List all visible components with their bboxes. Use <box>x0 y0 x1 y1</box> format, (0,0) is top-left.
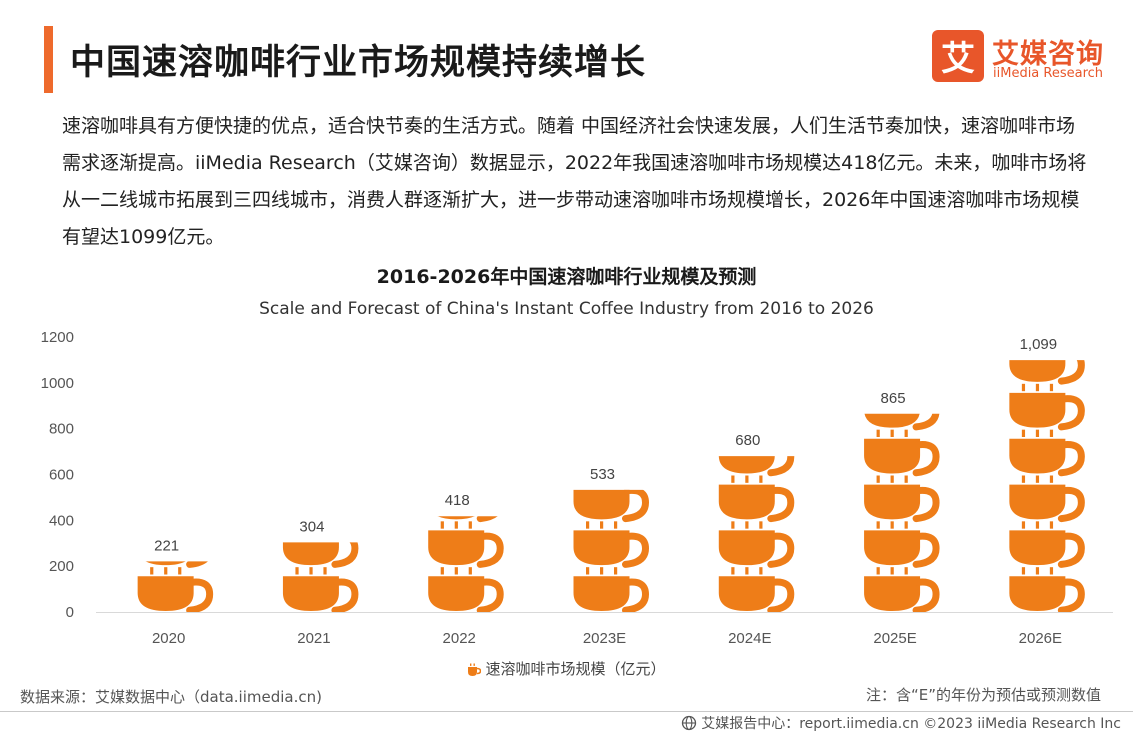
chart-subtitle: Scale and Forecast of China's Instant Co… <box>259 299 874 319</box>
bar-cup-stack-2024E <box>718 456 795 612</box>
bar-cup-stack-2022 <box>428 516 504 612</box>
y-tick-label: 0 <box>66 604 74 621</box>
y-tick-label: 200 <box>49 558 74 575</box>
data-label-2022: 418 <box>445 492 470 509</box>
x-tick-label: 2022 <box>443 630 476 647</box>
footer-copyright-text: 艾媒报告中心：report.iimedia.cn ©2023 iiMedia R… <box>701 716 1121 732</box>
title-accent-bar <box>44 26 53 93</box>
legend-label: 速溶咖啡市场规模（亿元） <box>485 660 666 678</box>
forecast-note: 注：含“E”的年份为预估或预测数值 <box>865 686 1101 704</box>
bar-cup-stack-2020 <box>137 561 214 613</box>
chart-legend: 速溶咖啡市场规模（亿元） <box>0 658 1133 679</box>
chart-title: 2016-2026年中国速溶咖啡行业规模及预测 <box>376 266 757 288</box>
bar-cup-stack-2026E <box>1009 360 1085 613</box>
data-label-2024E: 680 <box>735 432 760 449</box>
x-tick-label: 2024E <box>728 630 771 647</box>
x-tick-label: 2026E <box>1019 630 1062 647</box>
brand-logo: 艾 艾媒咨询 iiMedia Research <box>932 30 1122 86</box>
y-tick-label: 400 <box>49 512 74 529</box>
data-label-2026E: 1,099 <box>1020 336 1058 353</box>
y-tick-label: 1200 <box>41 329 74 346</box>
footer-divider <box>0 711 1133 712</box>
data-label-2023E: 533 <box>590 466 615 483</box>
x-tick-label: 2025E <box>873 630 916 647</box>
data-label-2025E: 865 <box>881 390 906 407</box>
globe-icon <box>682 715 697 731</box>
data-source: 数据来源：艾媒数据中心（data.iimedia.cn) <box>20 688 322 706</box>
x-tick-label: 2021 <box>297 630 330 647</box>
y-tick-label: 1000 <box>41 375 74 392</box>
x-tick-label: 2020 <box>152 630 185 647</box>
data-label-2020: 221 <box>154 537 179 554</box>
page-title: 中国速溶咖啡行业市场规模持续增长 <box>70 43 647 83</box>
legend-cup-icon <box>468 663 482 676</box>
footer-copyright: 艾媒报告中心：report.iimedia.cn ©2023 iiMedia R… <box>681 713 1121 733</box>
y-tick-label: 800 <box>49 421 74 438</box>
logo-mark-char: 艾 <box>941 39 975 79</box>
logo-text-en: iiMedia Research <box>993 66 1104 81</box>
logo-mark-icon: 艾 <box>932 30 984 82</box>
data-label-2021: 304 <box>299 518 324 535</box>
logo-text-cn: 艾媒咨询 <box>992 39 1104 70</box>
bar-cup-stack-2021 <box>282 542 359 612</box>
bar-cup-stack-2025E <box>864 413 940 613</box>
bar-cup-stack-2023E <box>573 489 650 612</box>
y-tick-label: 600 <box>49 467 74 484</box>
x-tick-label: 2023E <box>583 630 626 647</box>
intro-paragraph: 速溶咖啡具有方便快捷的优点，适合快节奏的生活方式。随着 中国经济社会快速发展，人… <box>62 115 1087 248</box>
